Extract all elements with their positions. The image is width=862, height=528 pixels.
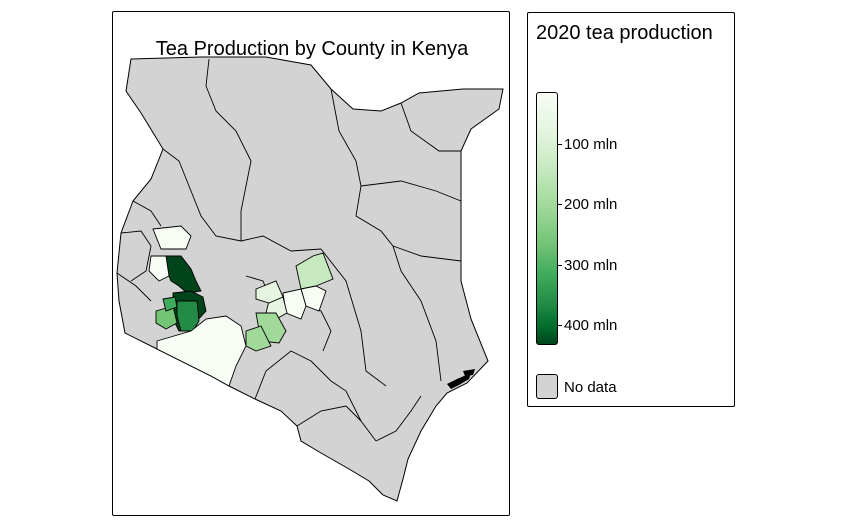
county-bomet xyxy=(176,300,200,332)
map-panel: Tea Production by County in Kenya xyxy=(112,11,510,516)
legend-tick xyxy=(558,204,562,205)
legend-tick xyxy=(558,144,562,145)
kenya-map xyxy=(116,56,504,502)
legend-title: 2020 tea production xyxy=(536,22,713,44)
legend-panel: 2020 tea production 100 mln 200 mln 300 … xyxy=(527,12,735,407)
county-kiambu xyxy=(245,325,272,352)
legend-tick xyxy=(558,265,562,266)
color-scale-bar xyxy=(536,92,558,345)
legend-tick-label: 200 mln xyxy=(564,196,618,213)
county-trans-nzoia xyxy=(152,225,192,250)
no-data-swatch xyxy=(536,374,558,399)
county-borders xyxy=(116,58,462,442)
no-data-label: No data xyxy=(564,379,617,396)
county-narok xyxy=(156,315,247,387)
legend-tick-label: 300 mln xyxy=(564,257,618,274)
legend-tick-label: 100 mln xyxy=(564,136,618,153)
legend-tick xyxy=(558,325,562,326)
lamu-islands xyxy=(447,369,475,389)
legend-tick-label: 400 mln xyxy=(564,317,618,334)
county-kakamega xyxy=(148,255,170,282)
tea-counties xyxy=(148,225,334,387)
county-nyeri xyxy=(255,280,284,304)
county-nyamira xyxy=(162,296,178,312)
map-title: Tea Production by County in Kenya xyxy=(155,38,469,60)
